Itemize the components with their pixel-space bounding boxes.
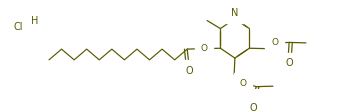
Text: H: H <box>31 16 38 26</box>
Text: O: O <box>185 66 193 76</box>
Text: O: O <box>250 103 258 112</box>
Text: O: O <box>285 58 293 68</box>
Text: O: O <box>239 79 246 88</box>
Text: O: O <box>200 44 207 53</box>
Text: Cl: Cl <box>13 22 23 32</box>
Text: N: N <box>231 8 239 18</box>
Text: O: O <box>271 38 278 47</box>
